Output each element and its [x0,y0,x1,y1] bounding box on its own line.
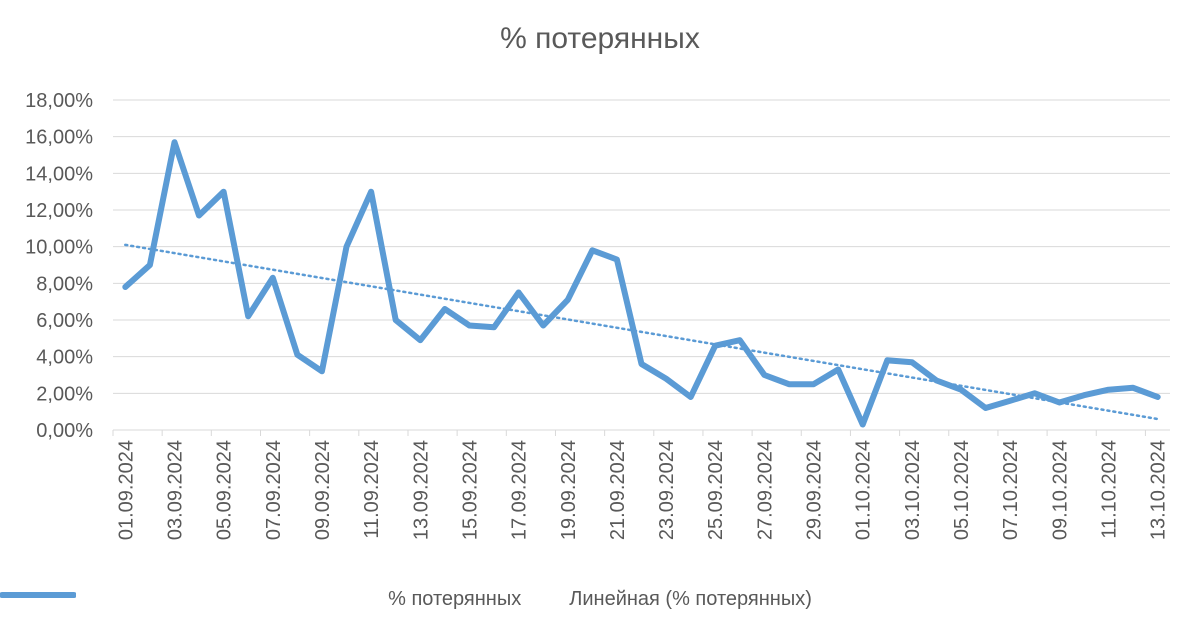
y-tick-label: 16,00% [25,127,93,149]
data-point [540,323,546,329]
data-point [1155,394,1161,400]
data-point [565,297,571,303]
data-point [958,387,964,393]
x-tick-label: 11.10.2024 [1099,440,1121,539]
x-tick-label: 27.09.2024 [754,440,776,540]
x-tick-label: 05.09.2024 [214,440,236,540]
legend-swatch-dotted [0,593,76,597]
data-point [270,275,276,281]
x-tick-label: 13.09.2024 [410,440,432,540]
y-tick-label: 0,00% [36,420,93,442]
data-point [319,368,325,374]
data-point [1081,392,1087,398]
data-point [712,343,718,349]
y-tick-label: 6,00% [36,310,93,332]
data-point [171,139,177,145]
data-point [344,244,350,250]
data-point [811,381,817,387]
y-tick-label: 10,00% [25,237,93,259]
data-point [761,372,767,378]
legend-label-series: % потерянных [388,588,522,610]
data-point [442,306,448,312]
legend-item-trendline: Линейная (% потерянных) [0,588,812,611]
x-tick-label: 15.09.2024 [459,440,481,540]
data-point [737,337,743,343]
data-point [491,324,497,330]
x-tick-label: 29.09.2024 [804,440,826,540]
data-point [786,381,792,387]
legend-label-trendline: Линейная (% потерянных) [569,588,812,610]
data-point [639,361,645,367]
data-point [909,359,915,365]
x-tick-label: 25.09.2024 [705,440,727,540]
data-point [884,357,890,363]
x-tick-label: 09.09.2024 [312,440,334,540]
data-point [466,323,472,329]
legend: % потерянных Линейная (% потерянных) [0,588,1200,611]
data-point [196,213,202,219]
x-tick-label: 13.10.2024 [1148,440,1170,540]
data-point [860,422,866,428]
data-point [1056,400,1062,406]
data-point [245,313,251,319]
data-point [663,376,669,382]
x-tick-label: 19.09.2024 [558,440,580,540]
x-tick-label: 09.10.2024 [1049,440,1071,540]
x-tick-label: 21.09.2024 [607,440,629,540]
x-tick-label: 23.09.2024 [656,440,678,540]
y-tick-label: 4,00% [36,347,93,369]
x-tick-label: 07.10.2024 [1000,440,1022,540]
trendline [124,243,1159,421]
x-tick-label: 11.09.2024 [361,440,383,539]
legend-item-series: % потерянных [0,588,522,611]
y-tick-label: 8,00% [36,273,93,295]
data-point [221,189,227,195]
data-point [393,317,399,323]
series-line [122,139,1161,428]
data-point [516,290,522,296]
data-point [368,189,374,195]
x-tick-label: 05.10.2024 [951,440,973,540]
data-point [589,247,595,253]
chart-title: % потерянных [500,22,700,55]
x-tick-label: 17.09.2024 [509,440,531,540]
data-point [614,257,620,263]
data-point [147,262,153,268]
data-point [688,394,694,400]
x-tick-label: 01.09.2024 [115,440,137,540]
y-tick-label: 14,00% [25,163,93,185]
y-tick-label: 2,00% [36,383,93,405]
x-tick-label: 01.10.2024 [853,440,875,540]
x-tick-label: 03.09.2024 [164,440,186,540]
data-point [1032,390,1038,396]
y-tick-label: 18,00% [25,90,93,112]
data-point [1007,398,1013,404]
x-tick-label: 03.10.2024 [902,440,924,540]
data-point [983,405,989,411]
data-point [835,367,841,373]
y-tick-label: 12,00% [25,200,93,222]
data-point [1130,385,1136,391]
data-point [122,284,128,290]
data-point [294,352,300,358]
x-tick-label: 07.09.2024 [263,440,285,540]
data-point [933,378,939,384]
data-point [417,337,423,343]
data-point [1106,387,1112,393]
